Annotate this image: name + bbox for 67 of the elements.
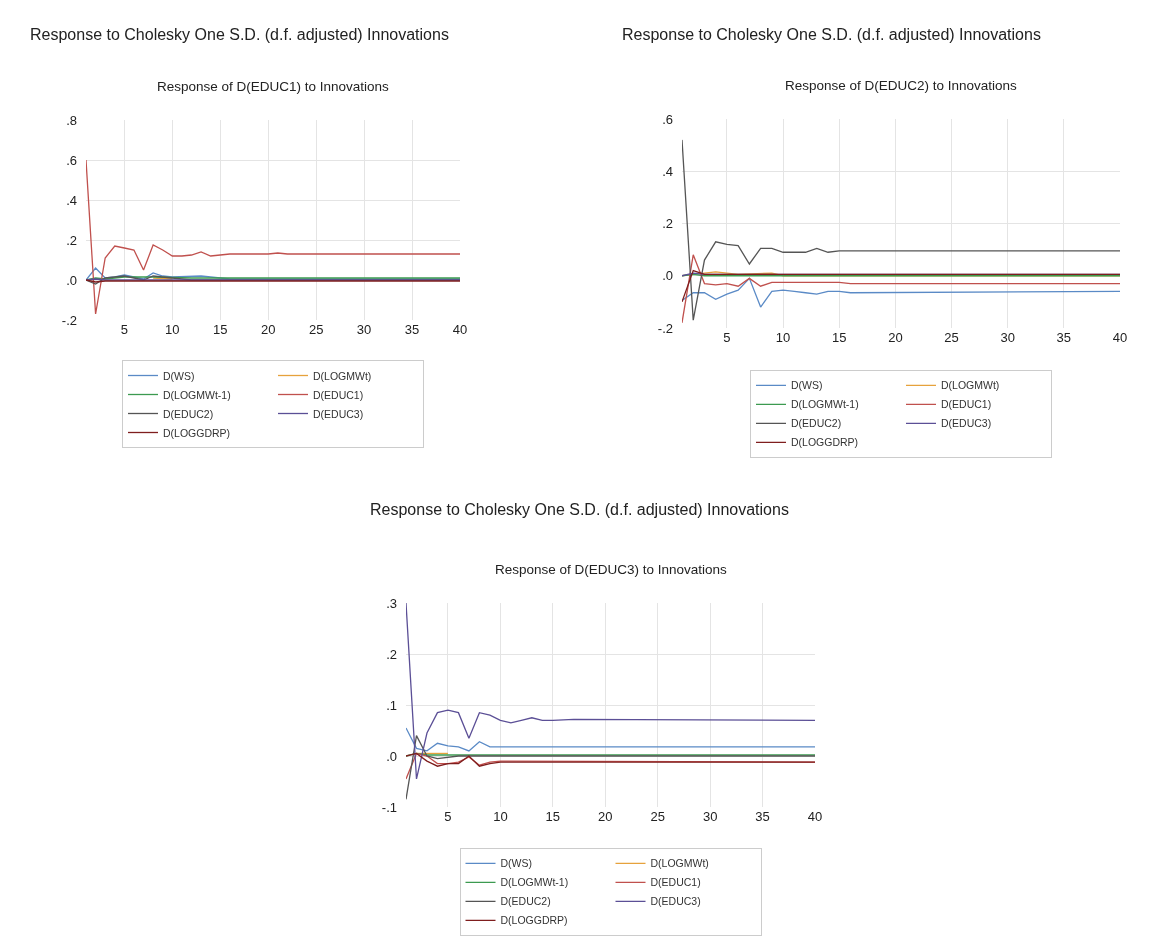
legend-label: D(EDUC2) (500, 895, 551, 908)
chart-title: Response to Cholesky One S.D. (d.f. adjusted) Innovations (370, 500, 789, 518)
y-tick-label: .4 (66, 192, 77, 208)
y-tick-label: .1 (386, 697, 397, 713)
chart-subtitle: Response of D(EDUC2) to Innovations (785, 78, 1018, 93)
y-tick-label: .3 (386, 595, 397, 611)
y-tick-label: .0 (386, 748, 397, 764)
x-tick-label: 5 (444, 809, 452, 824)
x-tick-label: 15 (213, 322, 228, 337)
legend-label: D(LOGMWt-1) (500, 876, 569, 889)
legend-label: D(LOGMWt-1) (163, 388, 231, 401)
y-tick-label: .4 (662, 163, 673, 179)
x-tick-label: 30 (356, 322, 372, 337)
x-tick-label: 35 (1056, 330, 1072, 345)
chart-title: Response to Cholesky One S.D. (d.f. adjusted) Innovations (622, 25, 1041, 43)
y-tick-label: -.2 (657, 320, 673, 336)
legend-label: D(LOGGDRP) (163, 426, 231, 439)
x-tick-label: 40 (452, 322, 468, 337)
legend-label: D(WS) (791, 379, 823, 392)
x-tick-label: 25 (944, 330, 959, 345)
y-tick-label: .0 (66, 272, 77, 288)
x-tick-label: 40 (1112, 330, 1128, 345)
x-tick-label: 15 (832, 330, 847, 345)
x-tick-label: 20 (598, 809, 613, 824)
y-tick-label: -.2 (61, 312, 77, 328)
y-tick-label: .2 (662, 216, 673, 232)
y-tick-label: .8 (66, 112, 77, 128)
y-tick-label: .0 (662, 268, 673, 284)
x-tick-label: 35 (755, 809, 770, 824)
x-tick-label: 5 (120, 322, 128, 337)
y-tick-label: .2 (66, 232, 77, 248)
y-tick-label: -.1 (381, 799, 397, 815)
legend-label: D(EDUC2) (163, 407, 214, 420)
legend-label: D(EDUC1) (941, 398, 992, 411)
x-tick-label: 20 (888, 330, 903, 345)
legend-label: D(LOGGDRP) (791, 436, 859, 449)
legend-label: D(EDUC1) (650, 876, 701, 889)
legend-label: D(WS) (500, 857, 532, 870)
x-tick-label: 5 (723, 330, 731, 345)
legend-label: D(EDUC3) (941, 417, 992, 430)
legend-label: D(EDUC2) (791, 417, 842, 430)
legend-label: D(LOGMWt-1) (791, 398, 859, 411)
legend-label: D(LOGMWt) (941, 379, 1000, 392)
legend-label: D(WS) (163, 369, 195, 382)
x-tick-label: 10 (775, 330, 791, 345)
legend-label: D(EDUC3) (313, 407, 364, 420)
y-tick-label: .6 (66, 152, 77, 168)
x-tick-label: 20 (260, 322, 276, 337)
x-tick-label: 10 (493, 809, 508, 824)
y-tick-label: .2 (386, 646, 397, 662)
x-tick-label: 35 (404, 322, 420, 337)
x-tick-label: 30 (1000, 330, 1015, 345)
x-tick-label: 40 (807, 809, 823, 824)
x-tick-label: 25 (650, 809, 665, 824)
legend-label: D(EDUC1) (313, 388, 364, 401)
x-tick-label: 10 (165, 322, 180, 337)
legend-label: D(LOGMWt) (650, 857, 709, 870)
legend-label: D(EDUC3) (650, 895, 701, 908)
legend-label: D(LOGGDRP) (500, 914, 568, 927)
y-tick-label: .6 (662, 111, 673, 127)
legend-label: D(LOGMWt) (313, 369, 372, 382)
x-tick-label: 15 (545, 809, 561, 824)
x-tick-label: 25 (308, 322, 324, 337)
chart-subtitle: Response of D(EDUC1) to Innovations (157, 79, 390, 94)
x-tick-label: 30 (702, 809, 718, 824)
chart-subtitle: Response of D(EDUC3) to Innovations (495, 562, 728, 577)
chart-title: Response to Cholesky One S.D. (d.f. adjusted) Innovations (30, 25, 449, 43)
